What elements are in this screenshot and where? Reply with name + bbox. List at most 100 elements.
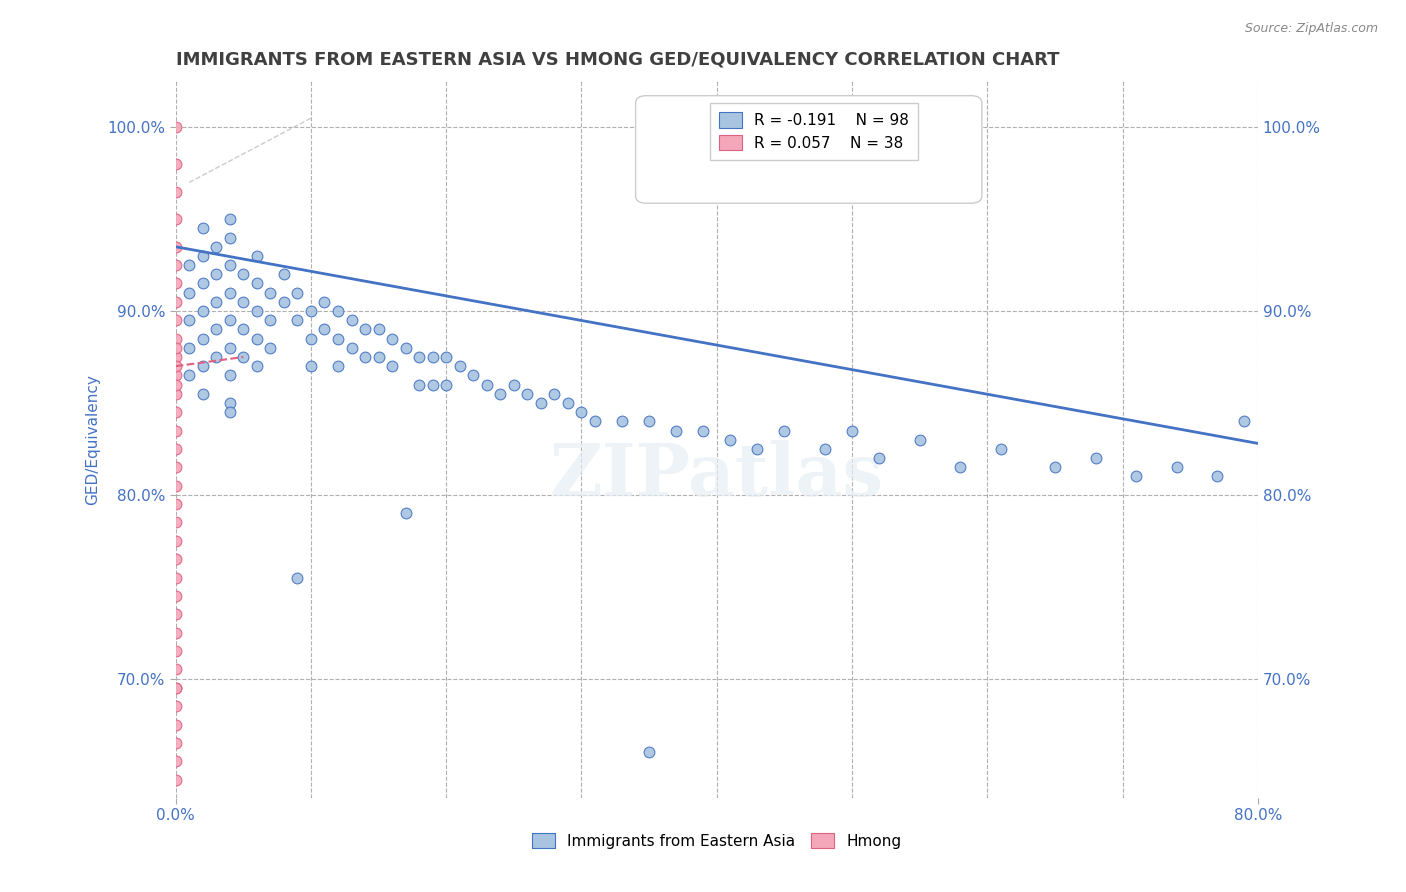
Point xyxy=(165,717,187,731)
Point xyxy=(340,313,363,327)
Point xyxy=(165,332,187,346)
Point xyxy=(394,341,416,355)
Point xyxy=(475,377,498,392)
Point xyxy=(259,313,281,327)
Point xyxy=(246,277,269,291)
Point xyxy=(502,377,524,392)
Point xyxy=(165,662,187,676)
Point xyxy=(340,341,363,355)
Point xyxy=(557,396,579,410)
Point xyxy=(165,424,187,438)
Point xyxy=(218,313,240,327)
Point xyxy=(165,341,187,355)
Point xyxy=(232,322,254,336)
Point xyxy=(191,386,214,401)
Point xyxy=(232,268,254,282)
Point xyxy=(299,332,322,346)
Point xyxy=(638,745,661,759)
Point xyxy=(165,625,187,640)
Point xyxy=(218,230,240,244)
Point xyxy=(287,313,309,327)
Point xyxy=(638,414,661,428)
Point xyxy=(232,350,254,364)
Point xyxy=(259,285,281,300)
Point xyxy=(246,304,269,318)
Point xyxy=(381,359,404,374)
Point xyxy=(287,285,309,300)
Point xyxy=(949,460,972,475)
Point xyxy=(179,368,201,383)
Point xyxy=(165,258,187,272)
Point xyxy=(434,350,457,364)
FancyBboxPatch shape xyxy=(636,95,981,203)
Point xyxy=(246,359,269,374)
Point xyxy=(165,607,187,622)
Point xyxy=(165,368,187,383)
Point xyxy=(165,478,187,492)
Point xyxy=(408,350,430,364)
Point xyxy=(232,294,254,309)
Point xyxy=(179,341,201,355)
Point xyxy=(692,424,714,438)
Point xyxy=(868,451,890,466)
Point xyxy=(908,433,931,447)
Point xyxy=(165,277,187,291)
Point xyxy=(165,120,187,135)
Point xyxy=(179,285,201,300)
Point xyxy=(449,359,471,374)
Point xyxy=(246,332,269,346)
Point xyxy=(434,377,457,392)
Point xyxy=(165,589,187,603)
Point xyxy=(218,285,240,300)
Point xyxy=(165,212,187,227)
Point xyxy=(394,506,416,520)
Point xyxy=(326,359,349,374)
Point xyxy=(205,240,228,254)
Point xyxy=(299,304,322,318)
Point xyxy=(367,322,389,336)
Point xyxy=(571,405,593,419)
Point xyxy=(516,386,538,401)
Point xyxy=(218,368,240,383)
Point xyxy=(1043,460,1066,475)
Point xyxy=(314,322,336,336)
Point xyxy=(165,516,187,530)
Point xyxy=(665,424,688,438)
Point xyxy=(218,396,240,410)
Point xyxy=(1166,460,1188,475)
Point xyxy=(179,258,201,272)
Point xyxy=(610,414,633,428)
Point xyxy=(530,396,553,410)
Point xyxy=(326,304,349,318)
Point xyxy=(489,386,512,401)
Point xyxy=(841,424,863,438)
Point xyxy=(165,313,187,327)
Point xyxy=(165,736,187,750)
Point xyxy=(408,377,430,392)
Point xyxy=(1233,414,1256,428)
Text: IMMIGRANTS FROM EASTERN ASIA VS HMONG GED/EQUIVALENCY CORRELATION CHART: IMMIGRANTS FROM EASTERN ASIA VS HMONG GE… xyxy=(176,51,1059,69)
Point xyxy=(165,157,187,171)
Point xyxy=(583,414,606,428)
Point xyxy=(165,681,187,695)
Point xyxy=(273,268,295,282)
Point xyxy=(747,442,769,456)
Point xyxy=(205,294,228,309)
Point xyxy=(1206,469,1229,483)
Legend: R = -0.191    N = 98, R = 0.057    N = 38: R = -0.191 N = 98, R = 0.057 N = 38 xyxy=(710,103,918,160)
Point xyxy=(165,359,187,374)
Point xyxy=(165,185,187,199)
Point xyxy=(773,424,796,438)
Point xyxy=(165,405,187,419)
Point xyxy=(381,332,404,346)
Point xyxy=(165,350,187,364)
Point xyxy=(165,699,187,714)
Point xyxy=(218,341,240,355)
Point xyxy=(191,304,214,318)
Point xyxy=(165,681,187,695)
Point xyxy=(165,772,187,787)
Point xyxy=(165,533,187,548)
Point xyxy=(165,377,187,392)
Point xyxy=(314,294,336,309)
Point xyxy=(179,313,201,327)
